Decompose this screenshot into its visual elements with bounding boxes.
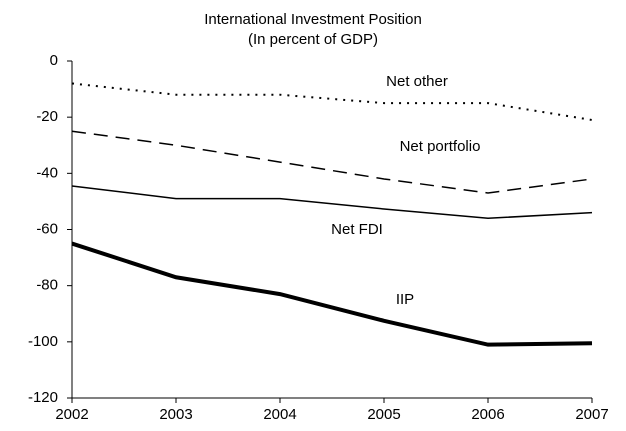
y-tick-label: 0 bbox=[50, 52, 58, 69]
x-tick-label: 2004 bbox=[263, 406, 296, 423]
chart-subtitle: (In percent of GDP) bbox=[248, 31, 378, 48]
x-tick-label: 2006 bbox=[471, 406, 504, 423]
series-label: IIP bbox=[396, 291, 414, 308]
y-tick-label: -20 bbox=[36, 108, 58, 125]
series-label: Net portfolio bbox=[400, 138, 481, 155]
y-tick-label: -100 bbox=[28, 333, 58, 350]
chart-title: International Investment Position bbox=[204, 11, 422, 28]
series-label: Net FDI bbox=[331, 221, 383, 238]
y-tick-label: -80 bbox=[36, 277, 58, 294]
x-tick-label: 2007 bbox=[575, 406, 608, 423]
series-line bbox=[71, 241, 593, 347]
y-tick-label: -60 bbox=[36, 220, 58, 237]
x-tick-label: 2002 bbox=[55, 406, 88, 423]
series-line bbox=[71, 130, 593, 194]
y-tick-label: -120 bbox=[28, 389, 58, 406]
series-line bbox=[71, 185, 593, 220]
x-tick-label: 2003 bbox=[159, 406, 192, 423]
x-tick-label: 2005 bbox=[367, 406, 400, 423]
series-line bbox=[71, 82, 593, 121]
series-label: Net other bbox=[386, 73, 448, 90]
y-tick-label: -40 bbox=[36, 164, 58, 181]
